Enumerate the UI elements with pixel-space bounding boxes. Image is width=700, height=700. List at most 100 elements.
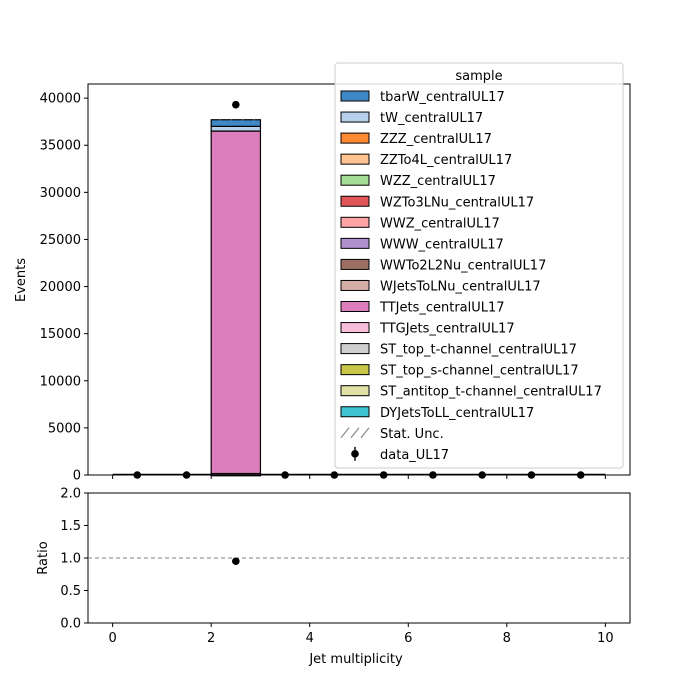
stat-unc-band xyxy=(211,118,261,121)
legend-swatch xyxy=(340,343,370,355)
legend-swatch xyxy=(340,406,370,418)
legend-entry: WZZ_centralUL17 xyxy=(340,174,496,189)
legend-entry: WJetsToLNu_centralUL17 xyxy=(340,279,541,294)
ratio-y-tick-label: 1.5 xyxy=(60,519,81,534)
legend-entry: WWZ_centralUL17 xyxy=(340,216,500,231)
data-point xyxy=(429,471,437,479)
legend-label: ST_top_s-channel_centralUL17 xyxy=(380,364,579,379)
data-point xyxy=(232,100,240,109)
legend-label: ZZTo4L_centralUL17 xyxy=(380,153,512,168)
ratio-x-ticks: 0 2 4 6 8 10 xyxy=(108,623,614,646)
legend-swatch xyxy=(340,111,370,123)
legend-label: ST_antitop_t-channel_centralUL17 xyxy=(380,385,602,400)
legend-label: WZZ_centralUL17 xyxy=(380,174,496,189)
legend-entry: DYJetsToLL_centralUL17 xyxy=(340,406,534,421)
data-point xyxy=(133,471,142,479)
legend-swatch xyxy=(340,237,370,249)
legend-label: data_UL17 xyxy=(380,448,449,463)
legend-entries: tbarW_centralUL17 tW_centralUL17 ZZZ_centr… xyxy=(340,90,602,463)
main-y-ticks: 0 5000 10000 15000 20000 25000 30000 35000 40000 xyxy=(40,92,88,484)
legend-entry: tW_centralUL17 xyxy=(340,111,483,126)
legend-label: tbarW_centralUL17 xyxy=(380,90,505,105)
data-point xyxy=(379,471,388,479)
main-y-tick-label: 40000 xyxy=(40,92,81,107)
legend-entry: data_UL17 xyxy=(351,446,449,463)
ratio-x-tick-label: 0 xyxy=(108,631,116,646)
ratio-x-tick-label: 2 xyxy=(207,631,215,646)
main-y-tick-label: 15000 xyxy=(40,327,81,342)
ratio-y-tick-label: 0.5 xyxy=(60,584,81,599)
data-points xyxy=(133,100,585,479)
legend-entry: ZZZ_centralUL17 xyxy=(340,132,492,147)
ratio-y-tick-label: 1.0 xyxy=(60,552,81,567)
ratio-x-tick-label: 4 xyxy=(306,631,314,646)
ratio-point xyxy=(232,557,240,566)
legend-entry: WWTo2L2Nu_centralUL17 xyxy=(340,258,546,273)
legend-label: ZZZ_centralUL17 xyxy=(380,132,492,147)
legend-entry: WWW_centralUL17 xyxy=(340,237,504,252)
ratio-x-tick-label: 6 xyxy=(404,631,412,646)
ratio-plot-frame xyxy=(87,492,631,624)
legend-swatch xyxy=(340,279,370,291)
legend-box xyxy=(334,62,624,469)
main-x-ticks xyxy=(112,475,606,479)
legend-label: DYJetsToLL_centralUL17 xyxy=(380,406,534,421)
legend-swatch xyxy=(340,174,370,186)
legend-label: tW_centralUL17 xyxy=(380,111,483,126)
legend-entry: ST_top_t-channel_centralUL17 xyxy=(340,343,577,358)
legend-title: sample xyxy=(455,69,502,84)
legend: sample tbarW_centralUL17 tW_centralUL17 ZZ… xyxy=(334,62,624,469)
main-y-tick-label: 10000 xyxy=(40,374,81,389)
legend-label: WWW_centralUL17 xyxy=(380,237,504,252)
legend-label: ST_top_t-channel_centralUL17 xyxy=(380,343,577,358)
legend-label: WZTo3LNu_centralUL17 xyxy=(380,195,534,210)
legend-entry: ZZTo4L_centralUL17 xyxy=(340,153,512,168)
legend-swatch xyxy=(340,364,370,376)
data-point xyxy=(182,471,191,479)
legend-swatch xyxy=(340,258,370,270)
ratio-y-tick-label: 0.0 xyxy=(60,617,81,632)
data-point xyxy=(576,471,585,479)
main-y-axis-label: Events xyxy=(14,258,29,302)
legend-swatch xyxy=(340,385,370,397)
legend-entry: TTGJets_centralUL17 xyxy=(340,322,515,337)
legend-entry: WZTo3LNu_centralUL17 xyxy=(340,195,534,210)
x-axis-label: Jet multiplicity xyxy=(308,652,403,667)
legend-label: WWZ_centralUL17 xyxy=(380,216,500,231)
legend-swatch xyxy=(340,216,370,228)
legend-errorbar-swatch xyxy=(351,446,359,461)
legend-entry: ST_top_s-channel_centralUL17 xyxy=(340,364,579,379)
legend-entry: TTJets_centralUL17 xyxy=(340,301,505,316)
main-plot: 0 5000 10000 15000 20000 25000 30000 35000 40000… xyxy=(14,83,631,484)
data-point xyxy=(478,471,486,479)
legend-entry: tbarW_centralUL17 xyxy=(340,90,505,105)
main-y-tick-label: 0 xyxy=(73,469,81,484)
stack-segment xyxy=(210,130,262,475)
legend-label: WJetsToLNu_centralUL17 xyxy=(380,279,541,294)
legend-label: TTJets_centralUL17 xyxy=(379,301,505,316)
legend-swatch xyxy=(340,322,370,334)
legend-swatch xyxy=(340,153,370,165)
main-y-tick-label: 5000 xyxy=(48,421,81,436)
legend-swatch xyxy=(340,301,370,312)
data-point xyxy=(527,471,536,479)
legend-entry: Stat. Unc. xyxy=(340,427,444,442)
ratio-y-tick-label: 2.0 xyxy=(60,487,81,502)
ratio-points xyxy=(232,557,240,566)
main-y-tick-label: 25000 xyxy=(40,233,81,248)
legend-swatch xyxy=(340,132,370,144)
ratio-x-tick-label: 8 xyxy=(503,631,511,646)
ratio-x-tick-label: 10 xyxy=(597,631,614,646)
legend-label: WWTo2L2Nu_centralUL17 xyxy=(380,258,546,273)
main-y-tick-label: 35000 xyxy=(40,139,81,154)
ratio-plot: 0.0 0.5 1.0 1.5 2.0 0 2 4 6 8 10 Ratio Jet multip… xyxy=(36,487,631,667)
main-y-tick-label: 20000 xyxy=(40,280,81,295)
legend-hatch-swatch xyxy=(340,427,370,439)
legend-swatch xyxy=(340,90,370,102)
ratio-y-axis-label: Ratio xyxy=(36,541,51,574)
stack-segment xyxy=(210,125,262,132)
legend-swatch xyxy=(340,195,370,207)
legend-entry: ST_antitop_t-channel_centralUL17 xyxy=(340,385,602,400)
data-point xyxy=(330,471,339,479)
ratio-y-ticks: 0.0 0.5 1.0 1.5 2.0 xyxy=(60,487,88,632)
